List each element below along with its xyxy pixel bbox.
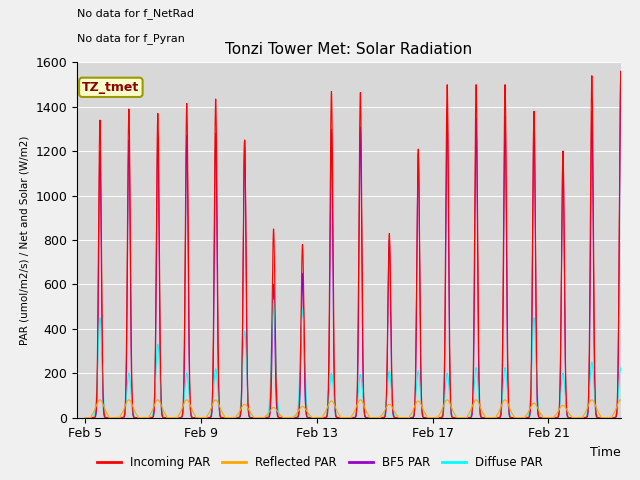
Line: Reflected PAR: Reflected PAR — [86, 400, 636, 418]
Reflected PAR — [346, 415, 354, 420]
Reflected PAR — [230, 415, 237, 420]
Line: Incoming PAR: Incoming PAR — [86, 72, 636, 418]
Reflected PAR — [82, 415, 90, 420]
Y-axis label: PAR (umol/m2/s) / Net and Solar (W/m2): PAR (umol/m2/s) / Net and Solar (W/m2) — [20, 135, 29, 345]
Reflected PAR — [632, 415, 639, 420]
Diffuse PAR — [270, 297, 278, 303]
Diffuse PAR — [255, 415, 263, 420]
Reflected PAR — [96, 397, 104, 403]
Reflected PAR — [341, 415, 349, 420]
Incoming PAR — [341, 415, 349, 420]
Legend: Incoming PAR, Reflected PAR, BF5 PAR, Diffuse PAR: Incoming PAR, Reflected PAR, BF5 PAR, Di… — [92, 452, 548, 474]
BF5 PAR — [346, 415, 354, 420]
Line: BF5 PAR: BF5 PAR — [86, 72, 636, 418]
BF5 PAR — [617, 69, 625, 74]
BF5 PAR — [212, 132, 220, 138]
Incoming PAR — [346, 415, 354, 420]
Title: Tonzi Tower Met: Solar Radiation: Tonzi Tower Met: Solar Radiation — [225, 42, 472, 57]
X-axis label: Time: Time — [590, 446, 621, 459]
Incoming PAR — [82, 415, 90, 420]
Incoming PAR — [576, 415, 584, 420]
Incoming PAR — [230, 415, 237, 420]
Reflected PAR — [577, 415, 584, 420]
BF5 PAR — [230, 415, 237, 420]
Text: No data for f_Pyran: No data for f_Pyran — [77, 33, 185, 44]
Incoming PAR — [255, 415, 263, 420]
Diffuse PAR — [341, 415, 349, 420]
Text: TZ_tmet: TZ_tmet — [82, 81, 140, 94]
Line: Diffuse PAR: Diffuse PAR — [86, 300, 636, 418]
Diffuse PAR — [82, 415, 90, 420]
Diffuse PAR — [230, 415, 237, 420]
Text: No data for f_NetRad: No data for f_NetRad — [77, 8, 194, 19]
Reflected PAR — [255, 415, 263, 420]
BF5 PAR — [576, 415, 584, 420]
BF5 PAR — [341, 415, 349, 420]
Diffuse PAR — [577, 415, 584, 420]
Reflected PAR — [212, 397, 220, 403]
Incoming PAR — [617, 69, 625, 74]
Incoming PAR — [212, 97, 220, 103]
BF5 PAR — [632, 415, 639, 420]
Diffuse PAR — [212, 366, 220, 372]
Diffuse PAR — [346, 415, 354, 420]
Incoming PAR — [632, 415, 639, 420]
BF5 PAR — [255, 415, 263, 420]
Diffuse PAR — [632, 415, 639, 420]
BF5 PAR — [82, 415, 90, 420]
